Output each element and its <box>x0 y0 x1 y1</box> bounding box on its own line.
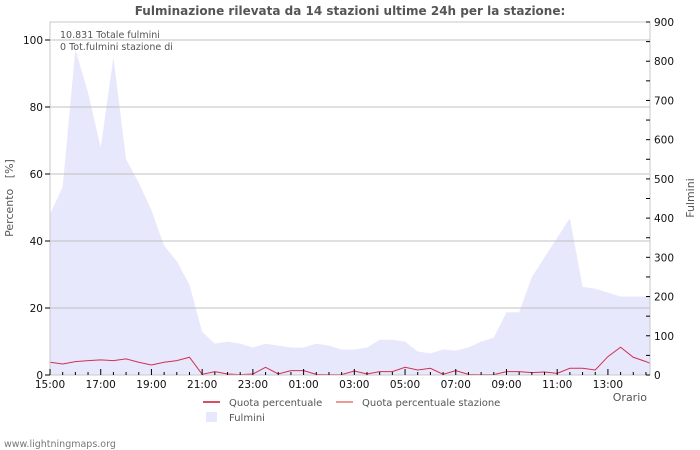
y-axis-label-left: Percento [%] <box>3 159 16 237</box>
svg-text:21:00: 21:00 <box>187 379 217 391</box>
svg-text:300: 300 <box>654 252 674 264</box>
fulmini-area <box>50 49 650 375</box>
legend-swatch-fulmini <box>206 412 217 422</box>
svg-text:700: 700 <box>654 95 674 107</box>
svg-text:07:00: 07:00 <box>441 379 471 391</box>
footer-credit: www.lightningmaps.org <box>4 439 116 450</box>
svg-text:19:00: 19:00 <box>136 379 166 391</box>
svg-text:200: 200 <box>654 292 674 304</box>
svg-text:100: 100 <box>23 35 43 47</box>
svg-text:13:00: 13:00 <box>593 379 623 391</box>
svg-text:80: 80 <box>30 102 43 114</box>
chart-title: Fulminazione rilevata da 14 stazioni ult… <box>135 4 566 18</box>
svg-text:03:00: 03:00 <box>339 379 369 391</box>
svg-text:40: 40 <box>30 236 43 248</box>
svg-text:400: 400 <box>654 213 674 225</box>
x-axis-label: Orario <box>613 391 648 404</box>
svg-text:09:00: 09:00 <box>491 379 521 391</box>
svg-text:100: 100 <box>654 331 674 343</box>
station-strikes-note: 0 Tot.fulmini stazione di <box>60 42 173 53</box>
svg-text:500: 500 <box>654 174 674 186</box>
svg-text:60: 60 <box>30 169 43 181</box>
svg-text:0: 0 <box>654 370 661 382</box>
legend-label-quota: Quota percentuale <box>229 398 322 409</box>
svg-text:11:00: 11:00 <box>542 379 572 391</box>
svg-text:23:00: 23:00 <box>238 379 268 391</box>
total-strikes-note: 10.831 Totale fulmini <box>60 30 160 41</box>
svg-text:900: 900 <box>654 17 674 29</box>
legend-label-fulmini: Fulmini <box>229 413 265 424</box>
svg-text:17:00: 17:00 <box>86 379 116 391</box>
gridlines <box>50 39 650 309</box>
svg-text:20: 20 <box>30 303 43 315</box>
svg-text:0: 0 <box>36 370 43 382</box>
y-axis-label-right: Fulmini <box>684 178 697 218</box>
svg-text:600: 600 <box>654 135 674 147</box>
svg-text:01:00: 01:00 <box>288 379 318 391</box>
legend-label-quota-stazione: Quota percentuale stazione <box>362 398 500 409</box>
svg-text:15:00: 15:00 <box>35 379 65 391</box>
legend: Quota percentuale Quota percentuale staz… <box>203 398 500 424</box>
axes: 0 20 40 60 80 100 0 100 200 300 400 500 600 700 800 900… <box>23 17 674 391</box>
svg-text:05:00: 05:00 <box>390 379 420 391</box>
svg-text:800: 800 <box>654 56 674 68</box>
